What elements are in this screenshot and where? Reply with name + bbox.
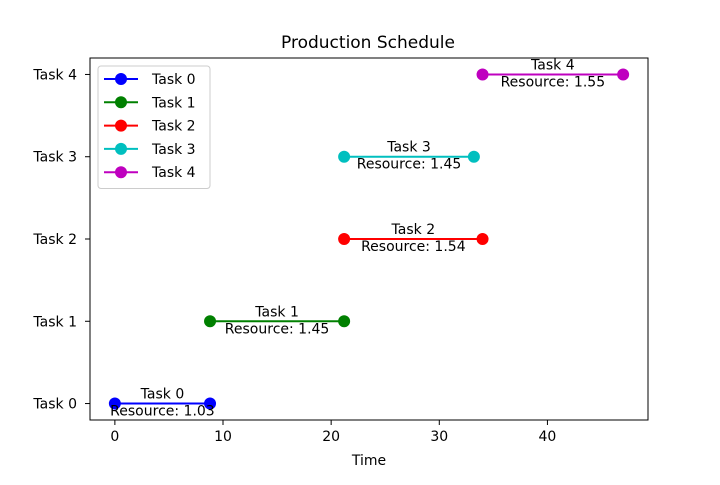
x-tick-label: 0 xyxy=(110,429,119,445)
legend-marker xyxy=(115,96,127,109)
series-point xyxy=(476,233,489,245)
legend-label: Task 0 xyxy=(151,72,196,88)
series-point xyxy=(338,150,351,163)
series-point xyxy=(204,315,217,328)
chart-marks xyxy=(108,68,630,410)
x-tick-label: 40 xyxy=(539,429,557,445)
task-label: Task 0 xyxy=(140,387,185,403)
legend: Task 0 Task 1 Task 2 Task 3 Task 4 xyxy=(97,65,211,189)
resource-label: Resource: 1.55 xyxy=(501,74,606,90)
y-tick-label: Task 2 xyxy=(32,232,77,248)
series-point xyxy=(467,150,480,163)
task-label: Task 4 xyxy=(530,57,575,73)
legend-label: Task 1 xyxy=(151,95,196,111)
legend-label: Task 4 xyxy=(151,165,196,181)
y-tick-label: Task 1 xyxy=(32,314,77,330)
legend-marker xyxy=(115,119,127,132)
task-label: Task 2 xyxy=(391,222,436,238)
legend-marker xyxy=(115,166,127,179)
legend-marker xyxy=(115,142,127,155)
y-tick-label: Task 4 xyxy=(32,67,77,83)
resource-label: Resource: 1.03 xyxy=(110,404,215,420)
legend-box xyxy=(97,65,211,189)
task-label: Task 1 xyxy=(254,304,299,320)
task-label: Task 3 xyxy=(386,140,431,156)
legend-label: Task 3 xyxy=(151,142,196,158)
series-point xyxy=(108,397,121,410)
x-tick-label: 10 xyxy=(214,429,232,445)
series-point xyxy=(338,315,351,328)
chart-title: Production Schedule xyxy=(281,33,455,53)
y-axis: Task 0 Task 1 Task 2 Task 3 Task 4 xyxy=(32,67,90,413)
x-tick-label: 20 xyxy=(322,429,340,445)
legend-label: Task 2 xyxy=(151,119,196,135)
series-point xyxy=(204,397,217,410)
x-tick-label: 30 xyxy=(430,429,448,445)
resource-label: Resource: 1.54 xyxy=(361,239,466,255)
series-point xyxy=(476,68,489,81)
resource-label: Resource: 1.45 xyxy=(225,321,330,337)
resource-label: Resource: 1.45 xyxy=(357,157,462,173)
legend-marker xyxy=(115,73,127,85)
series-point xyxy=(338,233,351,245)
x-axis: 0 10 20 30 40 xyxy=(110,420,556,445)
series-point xyxy=(617,68,630,81)
y-tick-label: Task 0 xyxy=(32,397,77,413)
x-axis-label: Time xyxy=(351,453,386,469)
y-tick-label: Task 3 xyxy=(32,150,77,166)
